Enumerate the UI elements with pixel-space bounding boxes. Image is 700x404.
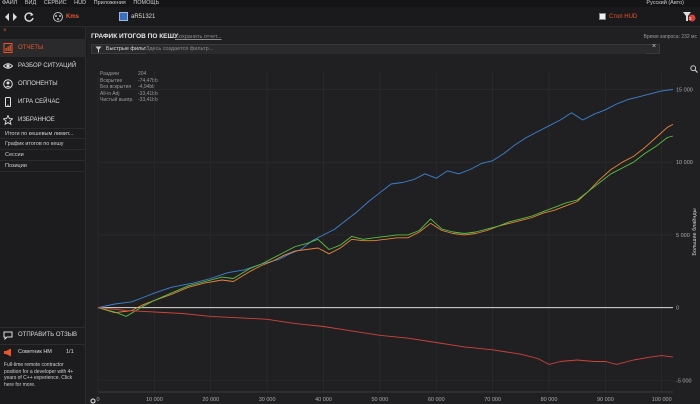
close-icon[interactable]: × bbox=[3, 28, 7, 34]
series-line-3 bbox=[97, 135, 674, 317]
x-tick-label: 80 000 bbox=[541, 397, 558, 403]
stat-row: Раздачи 204 bbox=[100, 71, 147, 77]
advisor-label: Советник НМ bbox=[18, 349, 52, 355]
eye-icon bbox=[3, 63, 13, 69]
filter-input[interactable]: Здесь создается фильтр... bbox=[146, 45, 646, 54]
feedback-label: ОТПРАВИТЬ ОТЗЫВ bbox=[18, 332, 78, 338]
subitem-cash-graph[interactable]: График итогов по кешу bbox=[0, 139, 86, 150]
nav-reports[interactable]: ОТЧЕТЫ bbox=[0, 39, 86, 57]
advisor-count: 1/1 bbox=[66, 349, 74, 355]
player-avatar bbox=[119, 12, 128, 21]
menu-bar: ФАЙЛ ВИД СЕРВИС HUD Приложения ПОМОЩЬ Ру… bbox=[0, 0, 700, 7]
y-tick-label: -5 000 bbox=[676, 378, 692, 384]
x-tick-label: 100 000 bbox=[652, 397, 672, 403]
stat-row: Без вскрытия -4,94bb bbox=[100, 84, 155, 90]
stat-row: All-in Adj -33,41bb bbox=[100, 90, 158, 97]
forward-arrow-icon[interactable] bbox=[11, 11, 19, 23]
site-name[interactable]: Kms bbox=[66, 14, 80, 20]
menu-apps[interactable]: Приложения bbox=[93, 0, 126, 6]
subitem-sessions[interactable]: Сессии bbox=[0, 150, 86, 161]
star-icon bbox=[3, 115, 13, 125]
stat-row: Вскрытие -74,47bb bbox=[100, 77, 158, 84]
advisor-row[interactable]: Советник НМ 1/1 bbox=[0, 344, 86, 359]
y-axis-label: Большие блайнды bbox=[691, 208, 698, 255]
quick-filters-button[interactable]: Быстрые фильтры bbox=[106, 46, 154, 52]
request-time: Время запроса: 232 мс bbox=[643, 34, 697, 40]
nav-label: ИЗБРАННОЕ bbox=[18, 117, 55, 123]
x-tick-label: 0 bbox=[96, 397, 99, 403]
x-tick-label: 30 000 bbox=[259, 397, 276, 403]
page-title: ГРАФИК ИТОГОВ ПО КЕШУ bbox=[91, 33, 179, 40]
toolbar: Kms aR51321 Стоп HUD 2 bbox=[0, 7, 700, 27]
subitem-positions[interactable]: Позиции bbox=[0, 161, 86, 172]
menu-file[interactable]: ФАЙЛ bbox=[2, 0, 18, 6]
filter-bar: Быстрые фильтры Здесь создается фильтр..… bbox=[91, 44, 660, 54]
clear-filter-icon[interactable]: × bbox=[652, 43, 657, 50]
ad-line: Full-time remote contractor bbox=[4, 362, 64, 368]
feedback-button[interactable]: ОТПРАВИТЬ ОТЗЫВ bbox=[0, 327, 86, 342]
stop-hud-checkbox[interactable] bbox=[599, 13, 606, 20]
nav-label: ОТЧЕТЫ bbox=[18, 45, 44, 51]
y-tick-label: 0 bbox=[676, 306, 679, 312]
ad-text[interactable]: Full-time remote contractor position for… bbox=[4, 362, 84, 388]
zoom-icon[interactable] bbox=[690, 65, 698, 73]
player-name[interactable]: aR51321 bbox=[131, 14, 156, 20]
nav-label: РАЗБОР СИТУАЦИЙ bbox=[18, 63, 77, 69]
menu-view[interactable]: ВИД bbox=[24, 0, 37, 6]
series-line-4 bbox=[97, 307, 674, 365]
subitem-cash-limits[interactable]: Итоги по кешевым лимит... bbox=[0, 128, 86, 139]
x-tick-label: 20 000 bbox=[202, 397, 219, 403]
menu-help[interactable]: ПОМОЩЬ bbox=[133, 0, 160, 6]
x-tick-label: 70 000 bbox=[484, 397, 501, 403]
ad-line: years of C++ experience. Click bbox=[4, 375, 73, 381]
stat-row: Чистый выигр. -33,41bb bbox=[100, 97, 158, 103]
opponents-icon bbox=[3, 79, 13, 89]
x-tick-label: 40 000 bbox=[315, 397, 332, 403]
back-arrow-icon[interactable] bbox=[3, 11, 11, 23]
filter-alert-icon[interactable] bbox=[682, 11, 696, 23]
phone-icon bbox=[5, 97, 11, 107]
x-tick-label: 90 000 bbox=[597, 397, 614, 403]
main-panel: ГРАФИК ИТОГОВ ПО КЕШУ Сохранить отчет...… bbox=[87, 27, 700, 404]
nav-favorites[interactable]: ИЗБРАННОЕ bbox=[0, 111, 86, 129]
sidebar: × ОТЧЕТЫ РАЗБОР СИТУАЦИЙ ОППОНЕНТЫ ИГРА … bbox=[0, 27, 86, 404]
nav-situations[interactable]: РАЗБОР СИТУАЦИЙ bbox=[0, 57, 86, 75]
save-report-link[interactable]: Сохранить отчет... bbox=[175, 34, 222, 40]
stats-box: Раздачи 204 Вскрытие -74,47bb Без вскрытия… bbox=[100, 71, 158, 104]
alert-badge: 2 bbox=[689, 16, 692, 21]
y-tick-label: 10 000 bbox=[676, 160, 693, 166]
nav-playing-now[interactable]: ИГРА СЕЙЧАС bbox=[0, 93, 86, 111]
x-tick-label: 60 000 bbox=[428, 397, 445, 403]
site-icon bbox=[53, 12, 63, 22]
menu-service[interactable]: СЕРВИС bbox=[43, 0, 67, 6]
language-selector[interactable]: Русский (Авто) bbox=[646, 0, 684, 6]
y-tick-label: 15 000 bbox=[676, 87, 693, 93]
reports-icon bbox=[3, 43, 13, 53]
cash-results-chart: 0 10 000 20 000 30 000 40 000 50 000 60 000 70 … bbox=[96, 72, 698, 403]
y-tick-label: 5 000 bbox=[676, 233, 690, 239]
filter-icon[interactable] bbox=[95, 46, 102, 53]
gear-icon[interactable] bbox=[90, 398, 96, 404]
x-tick-label: 50 000 bbox=[371, 397, 388, 403]
menu-hud[interactable]: HUD bbox=[74, 0, 87, 6]
x-tick-label: 10 000 bbox=[146, 397, 163, 403]
chat-bubble-icon bbox=[3, 331, 13, 340]
series-line-1 bbox=[97, 89, 674, 309]
ad-line: position for a developer with 4+ bbox=[4, 368, 74, 375]
nav-opponents[interactable]: ОППОНЕНТЫ bbox=[0, 75, 86, 93]
ad-line: here for more. bbox=[4, 381, 36, 388]
nav-label: ИГРА СЕЙЧАС bbox=[18, 99, 60, 105]
stop-hud-label[interactable]: Стоп HUD bbox=[609, 14, 638, 20]
nav-label: ОППОНЕНТЫ bbox=[18, 81, 58, 87]
megaphone-icon bbox=[4, 348, 11, 357]
refresh-icon[interactable] bbox=[23, 11, 35, 23]
